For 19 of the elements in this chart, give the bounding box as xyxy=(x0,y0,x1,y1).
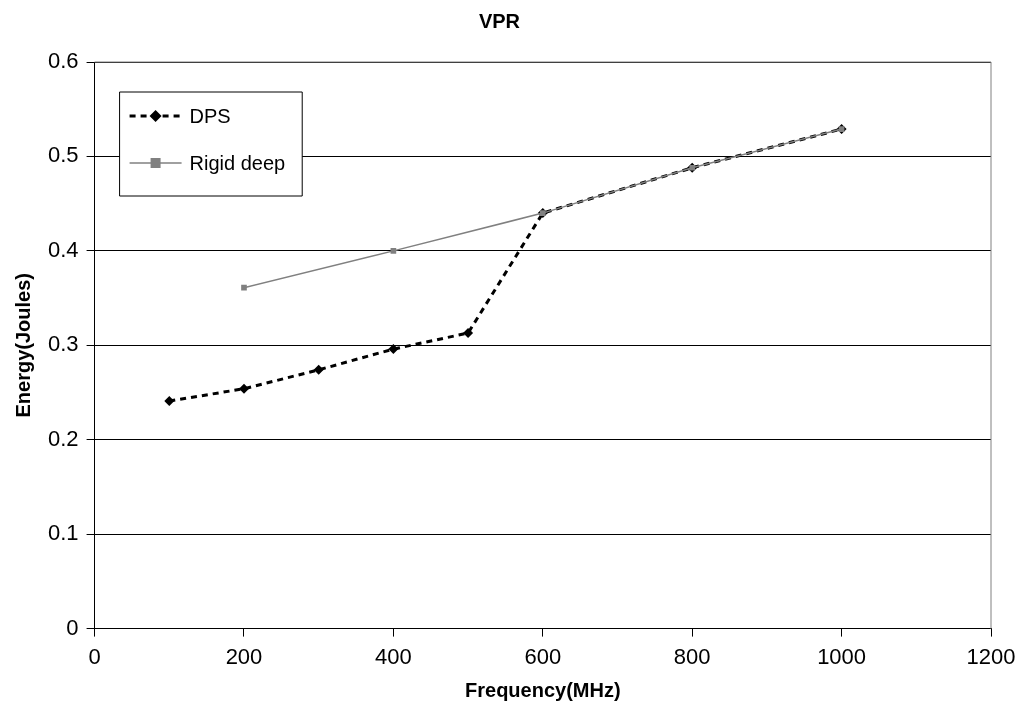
x-tick-label: 600 xyxy=(524,643,562,669)
y-tick-label: 0.3 xyxy=(47,331,79,357)
legend-label: DPS xyxy=(189,104,231,127)
x-tick-label: 200 xyxy=(225,643,263,669)
y-tick-label: 0.2 xyxy=(47,425,79,451)
legend-label: Rigid deep xyxy=(189,151,286,174)
y-axis-title: Energy(Joules) xyxy=(11,273,34,418)
x-axis-title: Frequency(MHz) xyxy=(465,678,621,701)
x-tick-label: 1000 xyxy=(817,643,867,669)
y-tick-label: 0.1 xyxy=(47,520,79,546)
y-tick-label: 0.6 xyxy=(47,48,79,74)
y-tick-label: 0.5 xyxy=(47,142,79,168)
y-tick-label: 0.4 xyxy=(47,236,79,262)
x-tick-label: 1200 xyxy=(966,643,1016,669)
x-tick-label: 400 xyxy=(375,643,412,669)
x-tick-label: 0 xyxy=(88,643,101,669)
chart-title: VPR xyxy=(478,9,521,32)
y-tick-label: 0 xyxy=(66,614,79,640)
x-tick-label: 800 xyxy=(673,643,711,669)
